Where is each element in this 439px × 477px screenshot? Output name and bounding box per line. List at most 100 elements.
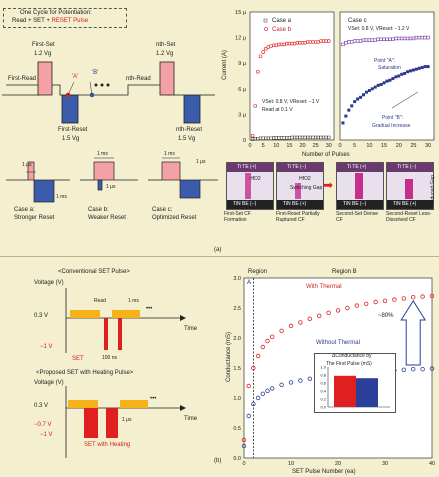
inset-title-1: ΔConductance by: [332, 353, 372, 359]
case-b-point: [321, 39, 326, 43]
conv-voltage-label: Voltage (V): [34, 280, 64, 286]
case-b-point: [250, 133, 255, 138]
left-note-2: Read at 0.1 V: [262, 107, 293, 113]
current-xtick-1: 5: [353, 143, 356, 149]
with-thermal-point: [345, 305, 350, 311]
current-xtick-0: 10: [273, 143, 279, 149]
without-thermal-point: [420, 366, 425, 372]
case-b-point: [326, 39, 331, 43]
case-c-gradual-point: [356, 97, 360, 101]
red-arrow-icon: ➡: [323, 178, 334, 192]
current-ytick: 6 μ: [238, 87, 246, 93]
point-b-label: 'B': [92, 70, 99, 76]
case-c-gradual-point: [373, 85, 377, 89]
conv-pulse-graph: [65, 288, 186, 458]
point-a-saturation-desc: Saturation: [378, 65, 401, 71]
with-thermal-point: [241, 437, 247, 443]
case-c-gradual-point: [382, 81, 386, 85]
cond-xtick: 0: [242, 461, 245, 467]
cond-ylabel: Conductance (mS): [226, 331, 233, 383]
point-a-label: 'A': [72, 74, 79, 80]
without-thermal-point: [429, 366, 435, 371]
without-thermal-point: [298, 378, 303, 383]
cond-xtick: 30: [382, 461, 388, 467]
case-b-point: [324, 39, 328, 43]
case-b-title: Case b:: [88, 207, 109, 213]
cond-ytick: 0.0: [233, 456, 241, 462]
case-c-saturation-point: [426, 35, 430, 40]
case-c-gradual-point: [362, 93, 365, 97]
prop-v03: 0.3 V: [34, 403, 49, 409]
case-c-gradual-point: [397, 74, 401, 78]
first-set-label: First-Set: [32, 42, 55, 48]
case-c-ms-label: 1 ms: [164, 151, 175, 157]
region-label: Region: [248, 269, 268, 275]
cell-2-top-label: Ti TE (−): [287, 164, 307, 170]
with-thermal-point: [246, 383, 251, 389]
without-thermal-point: [251, 401, 256, 407]
cell-3-bottom-label: TiN BE (−): [343, 201, 367, 207]
case-c-gradual-point: [367, 89, 371, 93]
cell-4-bottom-label: TiN BE (+): [393, 201, 417, 207]
cond-ytick: 1.0: [233, 396, 241, 402]
inset-ytick: 0.0: [320, 405, 326, 410]
left-note-1: VSet: 0.8 V, VReset: −1 V: [262, 99, 320, 105]
case-b-point: [298, 40, 302, 45]
cell-3-bottom: [337, 200, 383, 209]
legend-case-a-marker: [263, 18, 268, 23]
case-a-point: [327, 135, 331, 140]
cell-1-filament: [245, 173, 251, 199]
with-thermal-point: [429, 293, 435, 299]
without-thermal-point: [255, 395, 261, 401]
region-b-label: Region B: [332, 269, 357, 275]
cell-2-caption: First-Reset Partially Ruptured CF: [276, 211, 320, 223]
nth-set-voltage: 1.2 Vg: [156, 51, 174, 57]
case-a-title: Case a:: [14, 207, 35, 213]
cell-3: Ti TE (+) TiN BE (−): [336, 162, 384, 210]
shared-xlabel: Number of Pulses: [302, 152, 350, 158]
case-c-gradual-point: [420, 65, 424, 69]
case-c-gradual-point: [406, 70, 410, 74]
cell-4: Ti TE (−) TiN BE (+): [386, 162, 434, 210]
inset-ytick: 0.8: [320, 373, 326, 378]
case-c-saturation-point: [341, 42, 345, 47]
right-chart-title: Case c: [348, 18, 367, 24]
cell-4-caption: Second-Reset Less-Dissolved CF: [386, 211, 432, 223]
current-plot-area-0: [249, 11, 335, 141]
with-thermal-point: [420, 294, 425, 299]
inset-ytick: 1.0: [320, 365, 326, 370]
case-c-gradual-point: [411, 68, 415, 72]
with-thermal-point: [288, 323, 294, 329]
case-b-desc: Weaker Reset: [88, 215, 126, 221]
inset-bar: [356, 378, 378, 407]
inset-bar-chart: 0.0 0.2 0.4 0.6 0.8 1.0: [320, 365, 390, 410]
case-b-point: [295, 40, 300, 45]
cell-2: Ti TE (−) HfO2 TiN BE (+): [276, 162, 324, 210]
cell-4-bottom: [387, 200, 433, 209]
current-xtick-1: 0: [338, 143, 341, 149]
case-c-title: Case c:: [152, 207, 173, 213]
conv-read-label: Read: [94, 298, 106, 304]
case-c-gradual-point: [359, 95, 363, 99]
current-ytick: 3 μ: [238, 112, 246, 118]
without-thermal-point: [288, 380, 294, 385]
with-thermal-point: [255, 353, 261, 359]
case-c-gradual-point: [403, 71, 407, 75]
point-a-saturation-title: Point "A":: [374, 58, 396, 64]
conv-title: <Conventional SET Pulse>: [58, 269, 130, 275]
cell-2-bottom: [277, 200, 323, 209]
case-c-gradual-point: [417, 66, 421, 70]
case-c-gradual-point: [394, 75, 398, 79]
current-xtick-1: 30: [425, 143, 431, 149]
case-c-gradual-point: [388, 78, 392, 82]
case-b-point: [319, 39, 323, 43]
inset-ytick: 0.2: [320, 397, 326, 402]
without-thermal-label: Without Thermal: [316, 340, 360, 346]
case-c-gradual-point: [409, 69, 412, 73]
case-c-gradual-point: [350, 104, 354, 108]
without-thermal-point: [307, 376, 312, 381]
first-reset-voltage: 1.5 Vg: [62, 136, 80, 142]
with-thermal-point: [354, 303, 359, 308]
cell-1-bottom: [227, 200, 273, 209]
case-b-point: [311, 40, 315, 44]
